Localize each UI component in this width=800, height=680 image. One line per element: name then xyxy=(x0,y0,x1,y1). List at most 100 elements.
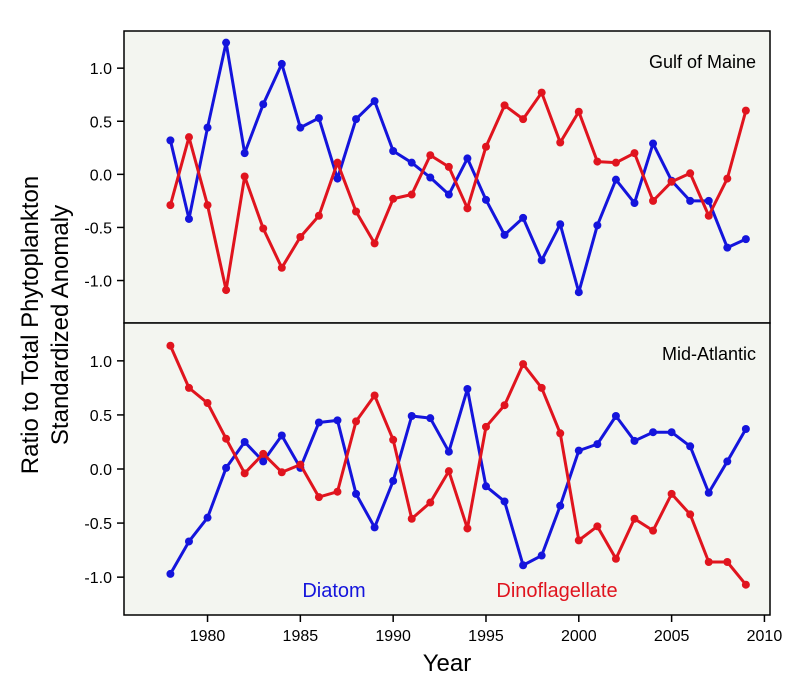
mid-atlantic-diatom-point xyxy=(407,412,416,421)
gulf-of-maine-plot-area xyxy=(123,30,771,324)
mid-atlantic-dinoflagellate-point xyxy=(519,360,528,369)
mid-atlantic-dinoflagellate-point xyxy=(500,401,509,410)
x-tick-label: 2005 xyxy=(654,628,690,645)
gulf-of-maine-dinoflagellate-point xyxy=(556,138,565,147)
mid-atlantic-dinoflagellate-point xyxy=(352,417,361,426)
mid-atlantic-diatom-point xyxy=(444,447,453,456)
gulf-of-maine-dinoflagellate-point xyxy=(519,115,528,124)
mid-atlantic-diatom-point xyxy=(277,431,286,440)
mid-atlantic-diatom-point xyxy=(389,476,398,485)
gulf-of-maine-panel-title: Gulf of Maine xyxy=(649,52,756,72)
mid-atlantic-series-dinoflagellate xyxy=(166,341,750,589)
mid-atlantic-diatom-point xyxy=(723,457,732,466)
gulf-of-maine-dinoflagellate-point xyxy=(296,232,305,241)
gulf-of-maine-dinoflagellate-point xyxy=(203,201,212,210)
gulf-of-maine-diatom-point xyxy=(481,195,490,204)
mid-atlantic-y-tick-label: 0.5 xyxy=(90,408,112,425)
mid-atlantic-dinoflagellate-point xyxy=(649,526,658,535)
gulf-of-maine-y-tick-label: 0.5 xyxy=(90,114,112,131)
gulf-of-maine-dinoflagellate-point xyxy=(537,88,546,97)
gulf-of-maine-diatom-point xyxy=(166,136,175,145)
gulf-of-maine-diatom-point xyxy=(222,38,231,47)
gulf-of-maine-diatom-point xyxy=(203,123,212,132)
gulf-of-maine-dinoflagellate-point xyxy=(481,142,490,151)
mid-atlantic-diatom-point xyxy=(370,523,379,532)
gulf-of-maine-diatom-point xyxy=(184,214,193,223)
x-tick-label: 1985 xyxy=(283,628,319,645)
x-tick-label: 1980 xyxy=(190,628,226,645)
gulf-of-maine-dinoflagellate-point xyxy=(184,133,193,142)
gulf-of-maine-diatom-point xyxy=(556,220,565,229)
gulf-of-maine-dinoflagellate-point xyxy=(686,169,695,178)
y-axis-title: Ratio to Total Phytoplankton Standardize… xyxy=(17,176,74,474)
gulf-of-maine-diatom-point xyxy=(611,175,620,184)
gulf-of-maine-panel: -1.0 -0.5 0.0 0.5 1.0 Gulf of Maine xyxy=(84,30,771,324)
gulf-of-maine-diatom-point xyxy=(370,97,379,106)
gulf-of-maine-diatom-line xyxy=(168,41,747,294)
gulf-of-maine-diatom-point xyxy=(296,123,305,132)
mid-atlantic-diatom-point xyxy=(537,551,546,560)
gulf-of-maine-diatom-point xyxy=(649,139,658,148)
gulf-of-maine-diatom-point xyxy=(259,100,268,109)
x-tick-label: 2010 xyxy=(747,628,783,645)
x-tick-label: 1990 xyxy=(375,628,411,645)
gulf-of-maine-dinoflagellate-point xyxy=(370,239,379,248)
mid-atlantic-diatom-point xyxy=(667,428,676,437)
gulf-of-maine-dinoflagellate-point xyxy=(741,106,750,115)
mid-atlantic-dinoflagellate-point xyxy=(444,467,453,476)
gulf-of-maine-dinoflagellate-point xyxy=(630,149,639,158)
mid-atlantic-diatom-point xyxy=(630,436,639,445)
mid-atlantic-diatom-point xyxy=(222,463,231,472)
gulf-of-maine-dinoflagellate-line xyxy=(168,91,748,292)
gulf-of-maine-dinoflagellate-point xyxy=(463,204,472,213)
mid-atlantic-panel: -1.0 -0.5 0.0 0.5 1.0 Mid-Atlantic xyxy=(84,322,771,616)
mid-atlantic-diatom-point xyxy=(352,489,361,498)
x-axis-title: Year xyxy=(423,650,472,677)
gulf-of-maine-dinoflagellate-point xyxy=(352,207,361,216)
gulf-of-maine-dinoflagellate-point xyxy=(166,201,175,210)
mid-atlantic-diatom-point xyxy=(203,513,212,522)
mid-atlantic-y-tick-label: -0.5 xyxy=(84,516,112,533)
gulf-of-maine-diatom-point xyxy=(500,230,509,239)
mid-atlantic-dinoflagellate-point xyxy=(203,399,212,408)
mid-atlantic-dinoflagellate-point xyxy=(574,536,583,545)
mid-atlantic-dinoflagellate-point xyxy=(593,522,602,531)
mid-atlantic-dinoflagellate-point xyxy=(259,449,268,458)
mid-atlantic-diatom-point xyxy=(704,488,713,497)
gulf-of-maine-diatom-point xyxy=(630,199,639,208)
gulf-of-maine-diatom-point xyxy=(704,196,713,205)
mid-atlantic-diatom-point xyxy=(166,569,175,578)
gulf-of-maine-diatom-point xyxy=(389,146,398,155)
gulf-of-maine-dinoflagellate-point xyxy=(649,196,658,205)
gulf-of-maine-diatom-point xyxy=(519,213,528,222)
mid-atlantic-dinoflagellate-point xyxy=(407,514,416,523)
mid-atlantic-dinoflagellate-point xyxy=(704,558,713,567)
mid-atlantic-dinoflagellate-point xyxy=(277,468,286,477)
mid-atlantic-dinoflagellate-point xyxy=(389,435,398,444)
gulf-of-maine-dinoflagellate-point xyxy=(314,211,323,220)
mid-atlantic-diatom-point xyxy=(519,561,528,570)
mid-atlantic-dinoflagellate-point xyxy=(426,498,435,507)
gulf-of-maine-diatom-point xyxy=(593,221,602,230)
mid-atlantic-dinoflagellate-point xyxy=(296,460,305,469)
gulf-of-maine-dinoflagellate-point xyxy=(500,101,509,110)
gulf-of-maine-diatom-point xyxy=(686,196,695,205)
gulf-of-maine-y-tick-label: -0.5 xyxy=(84,220,112,237)
gulf-of-maine-dinoflagellate-point xyxy=(704,211,713,220)
gulf-of-maine-dinoflagellate-point xyxy=(333,158,342,167)
mid-atlantic-diatom-point xyxy=(649,428,658,437)
mid-atlantic-diatom-point xyxy=(574,446,583,455)
gulf-of-maine-diatom-point xyxy=(463,154,472,163)
mid-atlantic-dinoflagellate-point xyxy=(481,422,490,431)
mid-atlantic-dinoflagellate-point xyxy=(184,383,193,392)
mid-atlantic-dinoflagellate-point xyxy=(314,493,323,502)
gulf-of-maine-dinoflagellate-point xyxy=(407,190,416,199)
gulf-of-maine-diatom-point xyxy=(426,173,435,182)
mid-atlantic-diatom-point xyxy=(463,384,472,393)
gulf-of-maine-diatom-point xyxy=(444,190,453,199)
x-tick-label: 2000 xyxy=(561,628,597,645)
mid-atlantic-diatom-point xyxy=(240,437,249,446)
gulf-of-maine-dinoflagellate-point xyxy=(723,174,732,183)
gulf-of-maine-dinoflagellate-point xyxy=(389,194,398,203)
mid-atlantic-diatom-point xyxy=(426,414,435,423)
